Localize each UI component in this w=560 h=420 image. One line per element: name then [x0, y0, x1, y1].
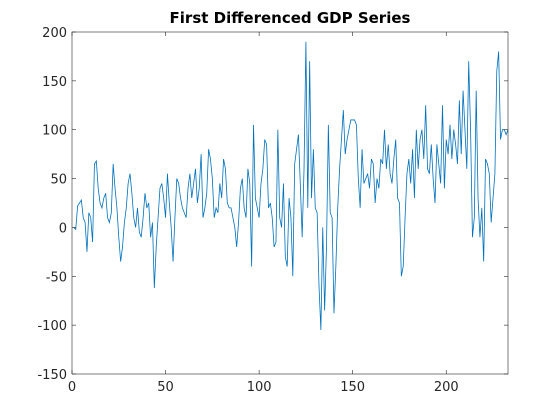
x-tick-label: 0 — [68, 380, 76, 395]
y-tick-label: 200 — [42, 26, 67, 41]
data-line — [73, 41, 509, 331]
x-tick-label: 100 — [247, 380, 272, 395]
x-tick-label: 50 — [157, 380, 174, 395]
y-tick-label: -100 — [37, 319, 67, 334]
y-tick-label: -150 — [37, 368, 67, 383]
y-tick-label: 150 — [42, 75, 67, 90]
x-tick-label: 200 — [434, 380, 459, 395]
y-tick-label: -50 — [46, 270, 67, 285]
y-tick-label: 0 — [59, 221, 67, 236]
y-tick-label: 50 — [50, 173, 67, 188]
axes-box — [71, 31, 509, 375]
chart-title: First Differenced GDP Series — [170, 9, 411, 27]
y-tick-label: 100 — [42, 124, 67, 139]
x-tick-label: 150 — [340, 380, 365, 395]
